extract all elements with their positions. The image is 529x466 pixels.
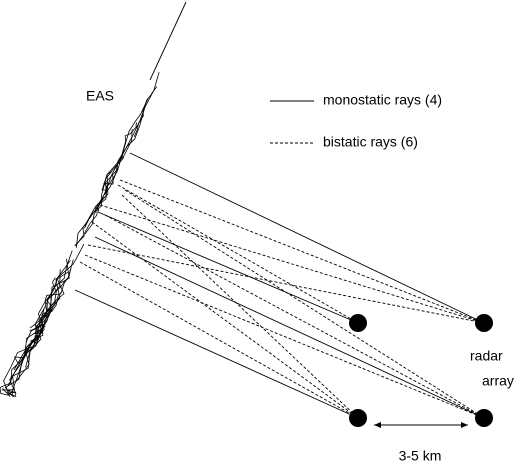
shower-strand [105,99,149,189]
shower-strand [104,71,160,195]
radar-stations [349,314,493,427]
legend-label: bistatic rays (6) [323,134,418,150]
shower-strand [74,195,105,246]
shower-strand [44,259,74,324]
shower-strand [29,291,63,332]
monostatic-rays [74,152,485,419]
shower-strand [35,243,85,347]
shower-strand [4,308,45,394]
shower-strand [75,161,121,248]
receiver-label: radar [470,348,503,364]
shower-strand [118,122,137,164]
receiver-label: array [482,373,514,389]
bistatic-rays [79,179,485,419]
legend-label: monostatic rays (4) [323,92,442,108]
shower-strand [133,86,158,137]
shower-strand [13,250,73,371]
distance-label: 3-5 km [399,448,442,464]
shower-label: EAS [86,88,114,104]
shower-strand [97,175,114,212]
air-shower [0,1,187,398]
shower-strand [0,325,46,396]
shower-strand [2,298,60,397]
